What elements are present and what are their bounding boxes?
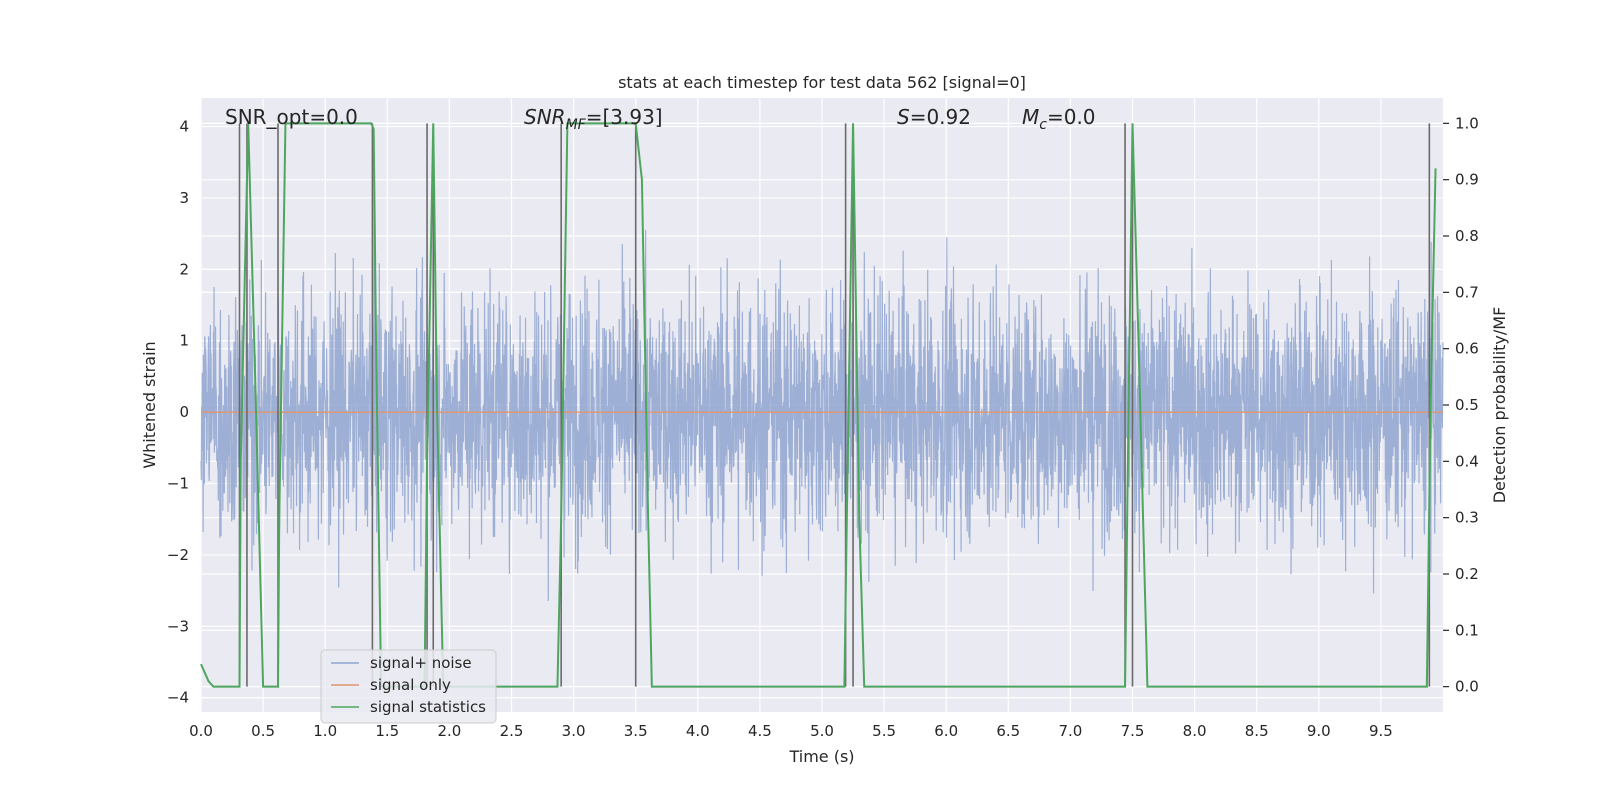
x-tick-label: 8.5	[1245, 722, 1269, 740]
x-tick-label: 1.0	[313, 722, 337, 740]
x-tick-label: 5.5	[872, 722, 896, 740]
x-tick-label: 0.0	[189, 722, 213, 740]
y-ticks-right: 1.0 0.9 0.8 0.7 0.6 0.5 0.4 0.3 0.2 0.1 0.0	[1443, 114, 1479, 696]
signal-statistics-series	[200, 122, 1437, 688]
annotation-snr-opt: SNR_opt=0.0	[225, 105, 358, 129]
x-tick-label: 9.5	[1369, 722, 1393, 740]
y-tick-label-left: 1	[179, 332, 189, 350]
x-tick-label: 9.0	[1307, 722, 1331, 740]
chart-title: stats at each timestep for test data 562…	[618, 73, 1026, 92]
y-tick-label-left: 4	[179, 118, 189, 136]
annotation-snr-mf: SNRMF=[3.93]	[524, 105, 663, 133]
y-tick-label-right: 0.9	[1455, 171, 1479, 189]
x-tick-label: 7.5	[1121, 722, 1145, 740]
x-tick-label: 6.0	[934, 722, 958, 740]
y-tick-label-left: 3	[179, 189, 189, 207]
s-variable: S	[897, 105, 910, 129]
legend-label-statistics: signal statistics	[370, 698, 486, 716]
y-tick-label-right: 0.3	[1455, 509, 1479, 527]
y-tick-label-left: 0	[179, 403, 189, 421]
y-tick-label-right: 0.2	[1455, 565, 1479, 583]
snr-mf-value: =[3.93]	[586, 105, 663, 129]
y-tick-label-right: 0.8	[1455, 227, 1479, 245]
mc-subscript: c	[1039, 117, 1047, 133]
s-value: =0.92	[910, 105, 971, 129]
y-tick-label-right: 0.7	[1455, 283, 1479, 301]
y-tick-label-left: −1	[167, 475, 189, 493]
y-axis-label-right: Detection probability/MF	[1490, 307, 1509, 504]
mc-value: =0.0	[1047, 105, 1096, 129]
x-tick-label: 1.5	[375, 722, 399, 740]
signal-statistics-line	[200, 122, 1437, 688]
x-tick-label: 5.0	[810, 722, 834, 740]
x-tick-label: 6.5	[996, 722, 1020, 740]
y-tick-label-right: 1.0	[1455, 114, 1479, 132]
y-tick-label-left: 2	[179, 260, 189, 278]
annotation-s: S=0.92	[897, 105, 971, 129]
x-tick-label: 4.0	[686, 722, 710, 740]
y-tick-label-right: 0.1	[1455, 621, 1479, 639]
x-tick-label: 3.0	[562, 722, 586, 740]
legend-label-signal-only: signal only	[370, 676, 451, 694]
mc-variable: M	[1022, 105, 1039, 129]
y-tick-label-right: 0.4	[1455, 452, 1479, 470]
y-tick-label-right: 0.6	[1455, 340, 1479, 358]
signal-noise-line	[200, 205, 1444, 601]
x-tick-label: 8.0	[1183, 722, 1207, 740]
x-tick-label: 7.0	[1058, 722, 1082, 740]
y-ticks-left: 4 3 2 1 0 −1 −2 −3 −4	[167, 118, 189, 707]
y-axis-label-left: Whitened strain	[140, 341, 159, 468]
x-axis-label: Time (s)	[788, 747, 854, 766]
x-tick-label: 2.0	[437, 722, 461, 740]
snr-mf-subscript: MF	[566, 117, 587, 133]
y-tick-label-left: −2	[167, 546, 189, 564]
x-tick-label: 0.5	[251, 722, 275, 740]
legend-label-noise: signal+ noise	[370, 654, 472, 672]
x-tick-label: 2.5	[500, 722, 524, 740]
y-tick-label-left: −4	[167, 689, 189, 707]
legend: signal+ noise signal only signal statist…	[320, 649, 497, 724]
annotation-mc: Mc=0.0	[1022, 105, 1096, 133]
snr-mf-base: SNR	[524, 105, 566, 129]
y-tick-label-right: 0.5	[1455, 396, 1479, 414]
y-tick-label-right: 0.0	[1455, 678, 1479, 696]
x-ticks: 0.0 0.5 1.0 1.5 2.0 2.5 3.0 3.5 4.0 4.5 5.0 5.5 6.0 6…	[189, 722, 1393, 740]
legend-box	[320, 649, 497, 724]
signal-noise-series	[200, 205, 1444, 601]
y-tick-label-left: −3	[167, 617, 189, 635]
x-tick-label: 4.5	[748, 722, 772, 740]
x-tick-label: 3.5	[624, 722, 648, 740]
